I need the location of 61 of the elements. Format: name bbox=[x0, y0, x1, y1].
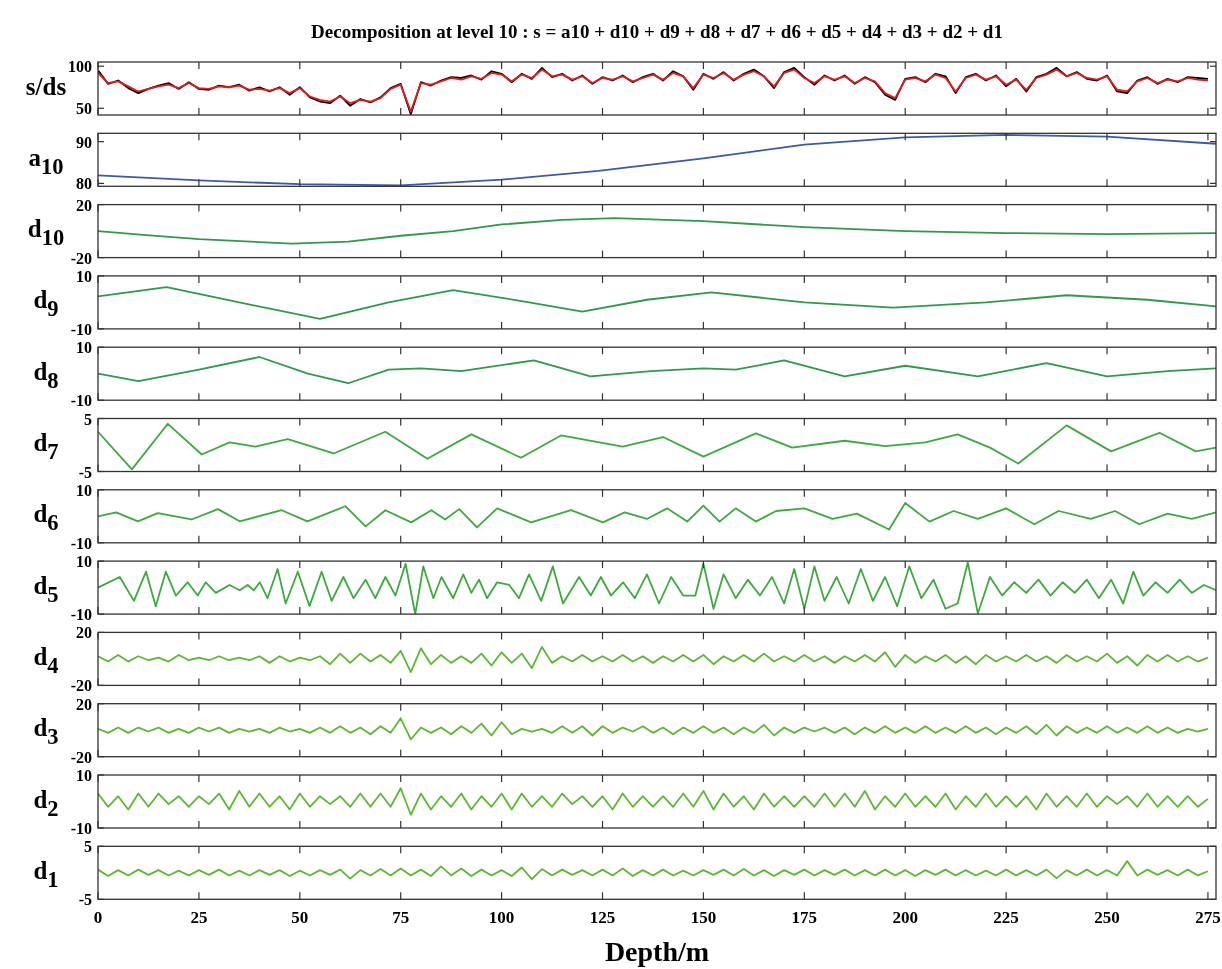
y-tick-label: 50 bbox=[76, 100, 92, 118]
y-tick-label: 90 bbox=[76, 133, 92, 151]
line-series bbox=[98, 860, 1209, 881]
x-axis-title: Depth/m bbox=[604, 936, 710, 968]
y-axis-title: d$_{6}$ bbox=[33, 500, 59, 536]
y-tick-label: -5 bbox=[78, 463, 92, 481]
y-axis-title: d$_{4}$ bbox=[33, 642, 59, 678]
line-series bbox=[98, 134, 1216, 187]
line-series bbox=[98, 356, 1216, 385]
y-axis-title: d$_{3}$ bbox=[33, 714, 59, 750]
y-axis-title: d$_{10}$ bbox=[27, 215, 65, 251]
x-tick-label: 225 bbox=[993, 908, 1019, 928]
line-series bbox=[98, 502, 1216, 531]
x-tick-label: 125 bbox=[589, 908, 616, 928]
y-tick-label: -20 bbox=[70, 249, 92, 267]
y-tick-label: 20 bbox=[76, 695, 92, 713]
y-tick-label: 20 bbox=[76, 196, 92, 214]
y-axis-title: a$_{10}$ bbox=[28, 143, 64, 179]
x-tick-label: 50 bbox=[291, 908, 309, 928]
line-series bbox=[98, 787, 1209, 816]
chart-title: Decomposition at level 10 : s = a10 + d10 + d9 + d8 + d7 + d6 + d5 + d4 + d3 + d2 + d1 bbox=[311, 21, 1003, 42]
x-tick-label: 100 bbox=[488, 908, 515, 928]
y-tick-label: -10 bbox=[70, 392, 92, 410]
y-tick-label: 5 bbox=[84, 410, 92, 428]
y-tick-label: 100 bbox=[68, 58, 92, 76]
x-tick-label: 25 bbox=[190, 908, 208, 928]
y-tick-label: -10 bbox=[70, 320, 92, 338]
y-axis-title: d$_{2}$ bbox=[33, 785, 59, 821]
y-tick-label: -10 bbox=[70, 534, 92, 552]
x-tick-label: 75 bbox=[392, 908, 410, 928]
y-tick-label: 10 bbox=[76, 481, 92, 499]
line-series bbox=[98, 646, 1209, 674]
x-tick-label: 150 bbox=[690, 908, 717, 928]
y-tick-label: -20 bbox=[70, 748, 92, 766]
y-axis-title: d$_{7}$ bbox=[33, 429, 59, 465]
line-series bbox=[98, 217, 1216, 245]
x-tick-label: 200 bbox=[892, 908, 918, 928]
line-series bbox=[98, 422, 1216, 471]
x-tick-label: 175 bbox=[791, 908, 818, 928]
line-series bbox=[98, 561, 1216, 615]
y-axis-title: d$_{9}$ bbox=[33, 286, 59, 322]
y-tick-label: -5 bbox=[78, 891, 92, 909]
y-tick-label: 10 bbox=[76, 553, 92, 571]
x-tick-label: 275 bbox=[1195, 908, 1221, 928]
y-tick-label: 10 bbox=[76, 339, 92, 357]
y-axis-title: s/ds bbox=[25, 72, 67, 100]
y-axis-title: d$_{5}$ bbox=[33, 571, 59, 607]
y-tick-label: -10 bbox=[70, 820, 92, 837]
y-tick-label: 20 bbox=[76, 624, 92, 642]
y-axis-title: d$_{8}$ bbox=[33, 357, 59, 393]
x-tick-label: 0 bbox=[93, 908, 103, 928]
y-tick-label: 80 bbox=[76, 175, 92, 193]
y-tick-label: 10 bbox=[76, 267, 92, 285]
line-series bbox=[98, 286, 1216, 320]
y-axis-title: d$_{1}$ bbox=[33, 856, 59, 892]
y-tick-label: -10 bbox=[70, 606, 92, 624]
y-tick-label: 10 bbox=[76, 767, 92, 784]
line-series bbox=[98, 717, 1209, 741]
x-tick-label: 250 bbox=[1094, 908, 1120, 928]
y-tick-label: 5 bbox=[84, 838, 92, 856]
y-tick-label: -20 bbox=[70, 677, 92, 695]
